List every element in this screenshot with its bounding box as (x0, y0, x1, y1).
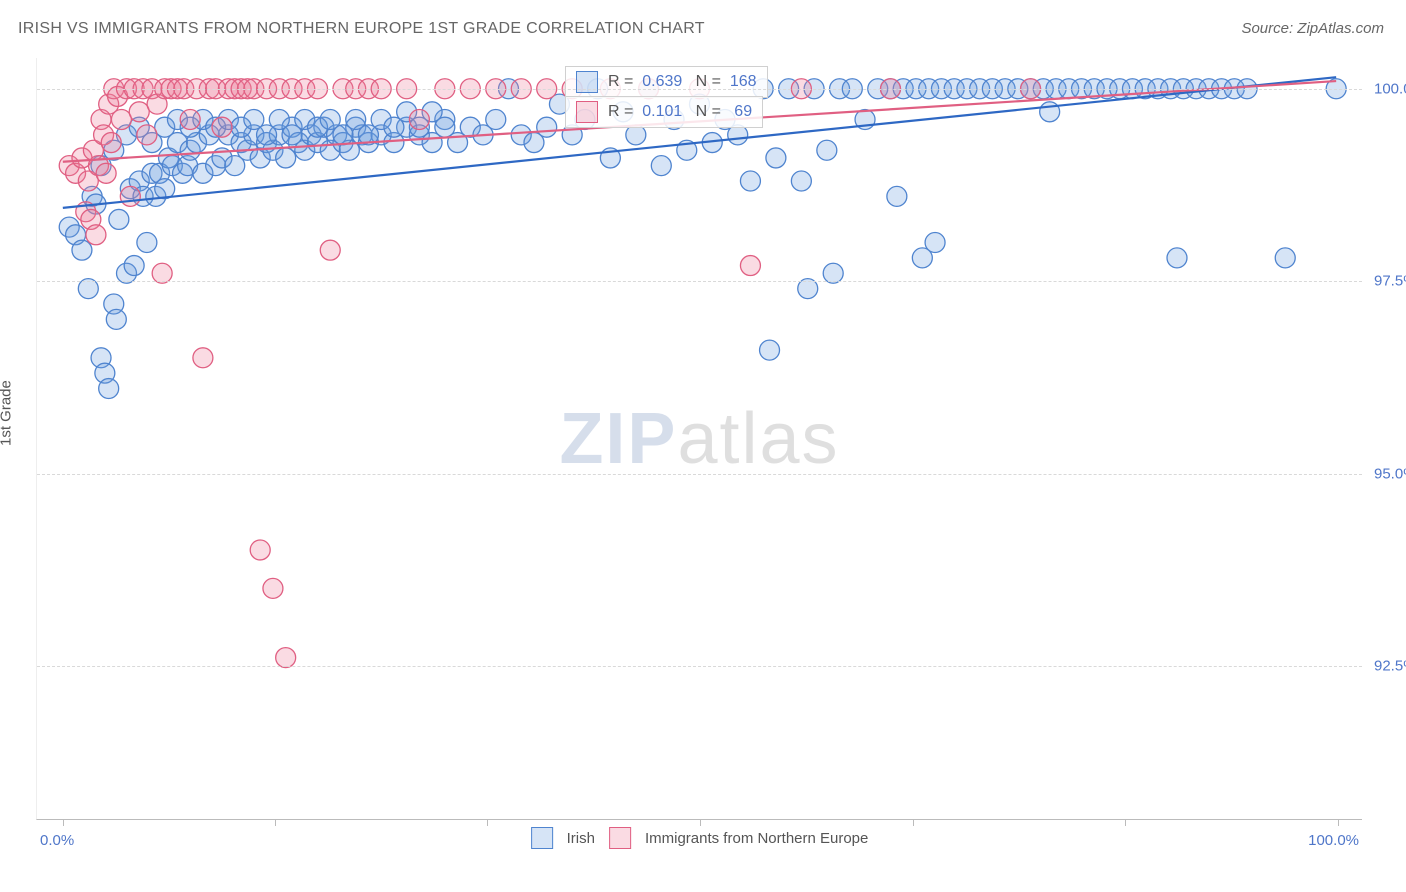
stat-swatch (576, 101, 598, 123)
stat-box-ne: R = 0.101 N = 69 (565, 96, 763, 128)
y-tick-label: 97.5% (1366, 273, 1406, 290)
y-tick-label: 92.5% (1366, 658, 1406, 675)
legend-swatch-irish (531, 827, 553, 849)
y-tick-label: 95.0% (1366, 465, 1406, 482)
legend-bottom: Irish Immigrants from Northern Europe (531, 827, 869, 849)
chart-source: Source: ZipAtlas.com (1241, 20, 1384, 37)
x-tick (913, 819, 914, 826)
chart-title: IRISH VS IMMIGRANTS FROM NORTHERN EUROPE… (18, 20, 705, 38)
x-tick (275, 819, 276, 826)
x-tick (1125, 819, 1126, 826)
x-axis-right-label: 100.0% (1308, 832, 1359, 849)
gridline-h (37, 89, 1362, 90)
stat-text: R = 0.101 N = 69 (608, 103, 752, 121)
x-tick (1338, 819, 1339, 826)
x-tick (63, 819, 64, 826)
gridline-h (37, 281, 1362, 282)
plot-area: ZIPatlas R = 0.639 N = 168R = 0.101 N = … (36, 58, 1362, 820)
legend-swatch-ne (609, 827, 631, 849)
y-axis-label: 1st Grade (0, 380, 15, 446)
x-tick (487, 819, 488, 826)
y-tick-label: 100.0% (1366, 80, 1406, 97)
plot-svg (37, 58, 1362, 819)
x-axis-left-label: 0.0% (40, 832, 74, 849)
legend-label-ne: Immigrants from Northern Europe (645, 830, 868, 847)
stat-box-irish: R = 0.639 N = 168 (565, 66, 768, 98)
legend-label-irish: Irish (567, 830, 595, 847)
gridline-h (37, 666, 1362, 667)
x-tick (700, 819, 701, 826)
gridline-h (37, 474, 1362, 475)
